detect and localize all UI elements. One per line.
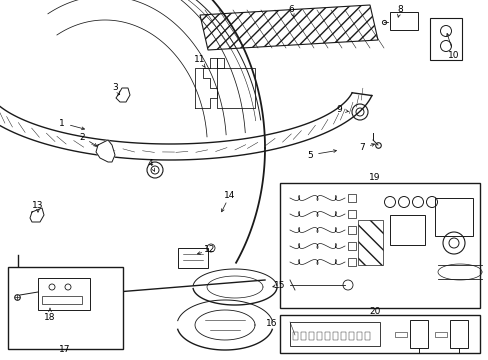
Bar (178, 248, 207, 268)
Text: 10: 10 (447, 50, 459, 59)
Bar (325, 332, 329, 340)
Polygon shape (96, 140, 115, 162)
Text: 1: 1 (59, 118, 65, 127)
Bar (347, 242, 355, 250)
Text: 14: 14 (224, 190, 235, 199)
Text: 7: 7 (358, 144, 364, 153)
Bar (347, 226, 355, 234)
Text: 9: 9 (335, 105, 341, 114)
Bar (389, 12, 417, 30)
Text: 3: 3 (112, 82, 118, 91)
Text: 4: 4 (147, 158, 153, 167)
Bar (434, 332, 446, 337)
Text: 17: 17 (59, 346, 71, 355)
Bar (340, 332, 346, 340)
Bar (308, 332, 313, 340)
Bar (42, 296, 82, 304)
Bar (357, 220, 382, 265)
Bar (332, 332, 337, 340)
Bar (347, 194, 355, 202)
Bar (434, 198, 472, 236)
Bar (301, 332, 305, 340)
Text: 6: 6 (287, 4, 293, 13)
Text: 11: 11 (194, 55, 205, 64)
Bar (449, 320, 467, 348)
Text: 18: 18 (44, 312, 56, 321)
Text: 2: 2 (79, 132, 84, 141)
Bar (389, 215, 424, 245)
Bar (429, 18, 461, 60)
Polygon shape (30, 208, 44, 222)
Bar (316, 332, 321, 340)
Text: 8: 8 (396, 5, 402, 14)
Polygon shape (116, 88, 130, 102)
Bar (8, 267, 123, 349)
Text: 12: 12 (204, 246, 215, 255)
Bar (348, 332, 353, 340)
Polygon shape (200, 5, 377, 50)
Bar (292, 332, 297, 340)
Bar (289, 322, 379, 346)
Text: 20: 20 (368, 307, 380, 316)
Bar (356, 332, 361, 340)
Bar (394, 332, 406, 337)
Bar (38, 278, 90, 310)
Text: 19: 19 (368, 172, 380, 181)
Polygon shape (195, 58, 254, 108)
Text: 16: 16 (265, 319, 277, 328)
Bar (409, 320, 427, 348)
Bar (280, 183, 479, 308)
Bar (364, 332, 369, 340)
Text: 15: 15 (274, 280, 285, 289)
Bar (347, 258, 355, 266)
Text: 13: 13 (32, 201, 43, 210)
Text: 5: 5 (306, 150, 312, 159)
Bar (280, 315, 479, 353)
Bar (347, 210, 355, 218)
